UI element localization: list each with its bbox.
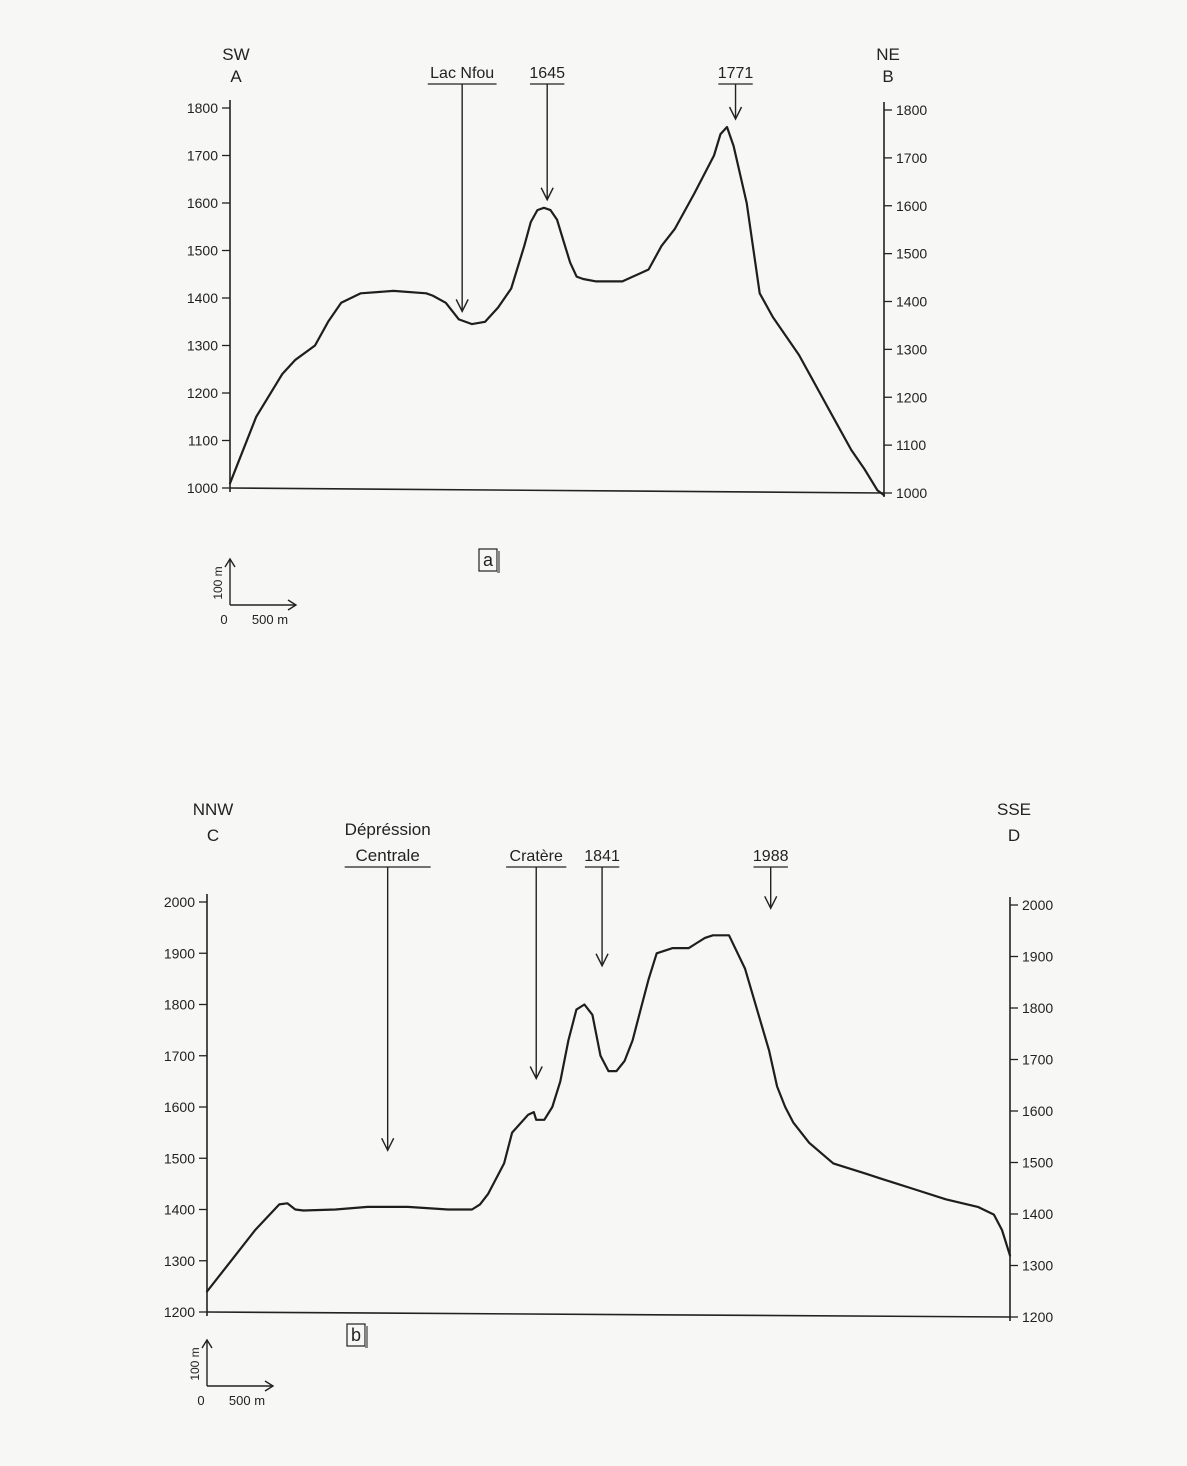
right-tick-label: 1700 [1022, 1052, 1053, 1068]
profile-panel-a: 1000 1100 1200 1300 1400 1500 1600 1700 1800 1000… [187, 45, 928, 627]
baseline [206, 1311, 1011, 1318]
left-tick-label: 1900 [164, 945, 195, 961]
scale-zero-label: 0 [220, 612, 227, 627]
annotation-arrow-head [529, 1066, 543, 1081]
left-tick-label: 2000 [164, 894, 195, 910]
baseline [229, 487, 885, 494]
right-tick-label: 1000 [896, 485, 927, 501]
scale-vertical-arrowhead [224, 557, 236, 568]
left-tick-label: 1800 [164, 997, 195, 1013]
panel-label: a [483, 550, 494, 570]
scale-vertical-label: 100 m [211, 566, 225, 599]
left-point-label: C [207, 826, 219, 845]
right-tick-label: 1200 [896, 389, 927, 405]
scale-horizontal-label: 500 m [252, 612, 288, 627]
right-tick-label: 2000 [1022, 897, 1053, 913]
annotation-label: 1988 [753, 848, 789, 865]
scale-vertical-arrowhead [201, 1338, 213, 1349]
left-tick-label: 1700 [187, 148, 218, 164]
right-tick-label: 1600 [896, 198, 927, 214]
annotation-label: Lac Nfou [430, 65, 494, 82]
annotation-arrow-head [728, 106, 743, 121]
left-tick-label: 1100 [188, 433, 218, 449]
left-tick-label: 1400 [164, 1202, 195, 1218]
annotation-label: 1841 [584, 848, 620, 865]
elevation-profile-line [228, 125, 886, 497]
panel-label: b [351, 1325, 361, 1345]
panel-label-shadow [365, 1326, 368, 1348]
right-direction-label: NE [876, 45, 900, 64]
right-tick-label: 1500 [1022, 1155, 1053, 1171]
profile-panel-b: 1200 1300 1400 1500 1600 1700 1800 1900 2000 1200… [164, 800, 1054, 1408]
annotation-arrow-head [540, 187, 554, 202]
right-tick-label: 1400 [896, 294, 927, 310]
right-point-label: B [882, 67, 893, 86]
left-tick-label: 1500 [187, 243, 218, 259]
right-tick-label: 1700 [896, 150, 927, 166]
right-tick-label: 1800 [896, 102, 927, 118]
scale-horizontal-arrowhead [264, 1380, 275, 1392]
annotation-label-line2: Centrale [356, 846, 420, 865]
left-point-label: A [230, 67, 242, 86]
annotation-arrow-head [381, 1137, 395, 1152]
left-tick-label: 1300 [187, 338, 218, 354]
panel-label-shadow [497, 551, 500, 573]
left-tick-label: 1600 [164, 1099, 195, 1115]
left-tick-label: 1200 [187, 385, 218, 401]
right-tick-label: 1100 [896, 437, 926, 453]
annotation-arrow-head [764, 896, 778, 910]
annotation-label: 1645 [529, 65, 565, 82]
scale-horizontal-arrowhead [287, 599, 298, 611]
right-direction-label: SSE [997, 800, 1031, 819]
right-tick-label: 1600 [1022, 1103, 1053, 1119]
annotation-arrow-head [455, 299, 469, 313]
left-tick-label: 1800 [187, 100, 218, 116]
left-direction-label: NNW [193, 800, 234, 819]
right-tick-label: 1200 [1022, 1309, 1053, 1325]
right-tick-label: 1800 [1022, 1000, 1053, 1016]
left-tick-label: 1200 [164, 1304, 195, 1320]
left-direction-label: SW [222, 45, 249, 64]
right-tick-label: 1300 [896, 341, 927, 357]
left-tick-label: 1700 [164, 1048, 195, 1064]
right-tick-label: 1500 [896, 246, 927, 262]
annotation-label-line1: Dépréssion [345, 820, 431, 839]
left-tick-label: 1400 [187, 290, 218, 306]
right-point-label: D [1008, 826, 1020, 845]
left-tick-label: 1300 [164, 1253, 195, 1269]
scale-vertical-label: 100 m [188, 1347, 202, 1380]
scale-zero-label: 0 [197, 1393, 204, 1408]
scale-horizontal-label: 500 m [229, 1393, 265, 1408]
elevation-profile-line [205, 934, 1012, 1293]
left-tick-label: 1600 [187, 195, 218, 211]
right-tick-label: 1300 [1022, 1258, 1053, 1274]
right-tick-label: 1400 [1022, 1206, 1053, 1222]
right-tick-label: 1900 [1022, 949, 1053, 965]
left-tick-label: 1500 [164, 1150, 195, 1166]
left-tick-label: 1000 [187, 480, 218, 496]
annotation-arrow-head [595, 953, 609, 968]
annotation-label: 1771 [718, 65, 754, 82]
annotation-label: Cratère [510, 848, 563, 865]
